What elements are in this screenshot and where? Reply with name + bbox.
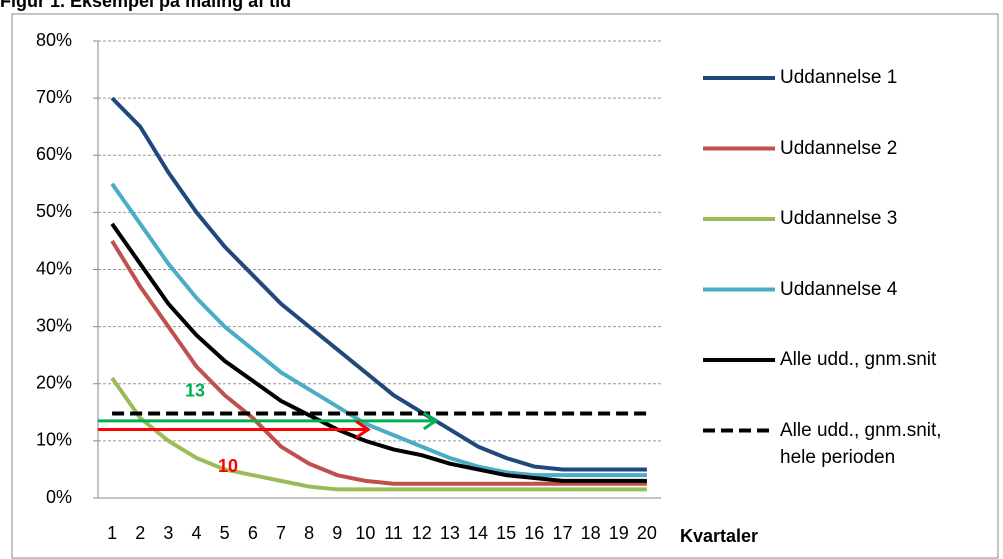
series-line bbox=[110, 222, 647, 483]
series-line bbox=[110, 376, 647, 492]
y-tick-label: 40% bbox=[36, 258, 72, 278]
x-tick-label: 6 bbox=[248, 523, 258, 543]
x-tick-label: 10 bbox=[355, 523, 375, 543]
y-tick-label: 10% bbox=[36, 430, 72, 450]
chart-frame bbox=[11, 13, 999, 559]
x-tick-label: 7 bbox=[276, 523, 286, 543]
series-line bbox=[110, 182, 647, 478]
x-tick-label: 9 bbox=[332, 523, 342, 543]
annotation-label: 13 bbox=[185, 381, 205, 401]
arrow-head bbox=[355, 420, 371, 439]
x-tick-label: 13 bbox=[440, 523, 460, 543]
legend-label: Alle udd., gnm.snit, hele perioden bbox=[780, 419, 942, 468]
x-tick-label: 16 bbox=[524, 523, 544, 543]
annotation-label: 10 bbox=[218, 456, 238, 476]
series-line bbox=[110, 239, 647, 486]
y-tick-label: 20% bbox=[36, 373, 72, 393]
series-line bbox=[110, 96, 647, 472]
legend-label: Uddannelse 3 bbox=[780, 208, 898, 229]
x-tick-label: 20 bbox=[637, 523, 657, 543]
chart-title: Figur 1. Eksempel på måling af tid bbox=[0, 0, 291, 11]
x-tick-label: 15 bbox=[496, 523, 516, 543]
x-tick-label: 19 bbox=[609, 523, 629, 543]
x-tick-label: 17 bbox=[552, 523, 572, 543]
x-tick-label: 18 bbox=[581, 523, 601, 543]
x-tick-label: 2 bbox=[135, 523, 145, 543]
x-tick-label: 4 bbox=[192, 523, 202, 543]
x-tick-label: 11 bbox=[384, 523, 403, 543]
legend-label: Uddannelse 4 bbox=[780, 278, 898, 300]
y-tick-label: 60% bbox=[36, 144, 72, 164]
x-tick-label: 12 bbox=[412, 523, 432, 543]
y-tick-label: 70% bbox=[36, 87, 72, 107]
legend-label: Alle udd., gnm.snit bbox=[780, 349, 937, 370]
legend-label: Uddannelse 2 bbox=[780, 137, 898, 159]
x-tick-label: 3 bbox=[163, 523, 173, 543]
y-tick-label: 0% bbox=[46, 487, 72, 507]
x-tick-label: 1 bbox=[107, 523, 117, 543]
x-axis-label: Kvartaler bbox=[680, 526, 758, 546]
y-tick-label: 80% bbox=[36, 30, 72, 50]
x-tick-label: 5 bbox=[220, 523, 230, 543]
arrow-head bbox=[422, 411, 439, 431]
legend-label: Uddannelse 1 bbox=[780, 67, 898, 88]
x-tick-label: 14 bbox=[468, 523, 488, 543]
x-tick-label: 8 bbox=[304, 523, 314, 543]
y-tick-label: 50% bbox=[36, 201, 72, 221]
y-tick-label: 30% bbox=[36, 315, 72, 335]
